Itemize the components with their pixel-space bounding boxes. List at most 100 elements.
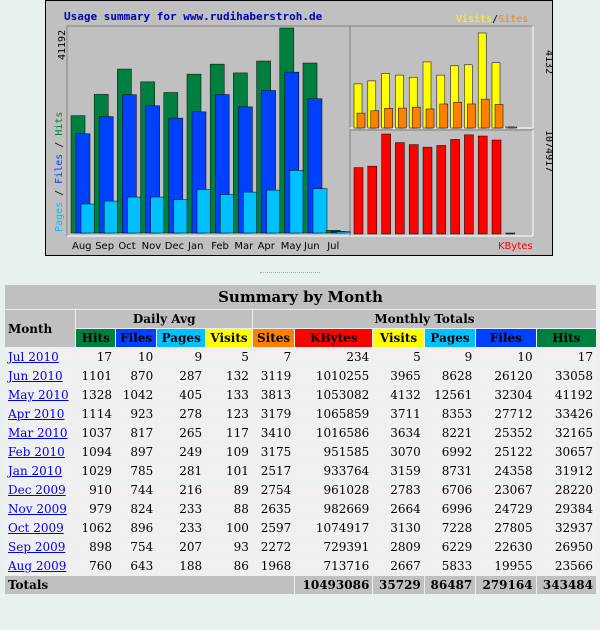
table-cell: 2809 bbox=[373, 538, 424, 556]
table-cell: 10 bbox=[116, 348, 157, 366]
table-cell: 3965 bbox=[373, 367, 424, 385]
table-cell: 3119 bbox=[252, 367, 295, 385]
table-cell: 933764 bbox=[295, 462, 373, 480]
bar-kbytes-jun bbox=[491, 139, 502, 235]
table-cell: 23067 bbox=[476, 481, 536, 499]
table-cell: 817 bbox=[116, 424, 157, 442]
table-cell: 31912 bbox=[536, 462, 596, 480]
table-cell: 19955 bbox=[476, 557, 536, 575]
table-cell: 961028 bbox=[295, 481, 373, 499]
month-link[interactable]: Jan 2010 bbox=[8, 464, 63, 478]
totals-label: Totals bbox=[5, 576, 295, 594]
table-cell: 923 bbox=[116, 405, 157, 423]
table-cell: 2667 bbox=[373, 557, 424, 575]
x-tick-dec: Dec bbox=[165, 241, 184, 252]
table-row: Aug 2009 760 643 188 86 1968 713716 2667 5833 199… bbox=[5, 557, 596, 575]
month-link[interactable]: May 2010 bbox=[8, 388, 69, 402]
table-cell: 207 bbox=[157, 538, 206, 556]
table-cell: 8221 bbox=[424, 424, 476, 442]
max-kbytes-label: 1074917 bbox=[543, 130, 553, 172]
bar-kbytes-jul bbox=[505, 232, 516, 235]
table-cell: 729391 bbox=[295, 538, 373, 556]
table-cell: 28220 bbox=[536, 481, 596, 499]
table-cell: 9 bbox=[157, 348, 206, 366]
table-cell: 6992 bbox=[424, 443, 476, 461]
x-tick-nov: Nov bbox=[142, 241, 162, 252]
x-tick-may: May bbox=[281, 241, 302, 252]
table-row: Nov 2009 979 824 233 88 2635 982669 2664 6996 247… bbox=[5, 500, 596, 518]
table-row: Apr 2010 1114 923 278 123 3179 1065859 3711 8353… bbox=[5, 405, 596, 423]
totals-cell: 86487 bbox=[424, 576, 476, 594]
table-cell: 896 bbox=[116, 519, 157, 537]
table-cell: 26120 bbox=[476, 367, 536, 385]
svg-text:Pages / Files / Hits: Pages / Files / Hits bbox=[54, 112, 65, 232]
table-cell: 32304 bbox=[476, 386, 536, 404]
table-cell: 6229 bbox=[424, 538, 476, 556]
table-cell: 249 bbox=[157, 443, 206, 461]
table-cell: 133 bbox=[206, 386, 252, 404]
graph-title: Usage summary for www.rudihaberstroh.de bbox=[64, 10, 323, 23]
table-cell: 754 bbox=[116, 538, 157, 556]
table-cell: 2754 bbox=[252, 481, 295, 499]
month-link[interactable]: Oct 2009 bbox=[8, 521, 64, 535]
totals-cell: 35729 bbox=[373, 576, 424, 594]
bar-pages-oct bbox=[127, 196, 142, 234]
x-tick-aug: Aug bbox=[72, 241, 92, 252]
table-cell: 5 bbox=[373, 348, 424, 366]
table-cell: 7 bbox=[252, 348, 295, 366]
table-cell: 5 bbox=[206, 348, 252, 366]
month-link[interactable]: Aug 2009 bbox=[8, 559, 67, 573]
table-cell: 785 bbox=[116, 462, 157, 480]
table-cell: 744 bbox=[116, 481, 157, 499]
table-cell: 8353 bbox=[424, 405, 476, 423]
month-link[interactable]: Mar 2010 bbox=[8, 426, 68, 440]
table-cell: 24729 bbox=[476, 500, 536, 518]
table-cell: 287 bbox=[157, 367, 206, 385]
month-link[interactable]: Feb 2010 bbox=[8, 445, 65, 459]
table-cell: 29384 bbox=[536, 500, 596, 518]
bar-sites-mar bbox=[453, 101, 462, 129]
table-cell: 1053082 bbox=[295, 386, 373, 404]
bar-sites-jun bbox=[494, 104, 504, 129]
table-cell: 281 bbox=[157, 462, 206, 480]
table-cell: 89 bbox=[206, 481, 252, 499]
table-cell: 951585 bbox=[295, 443, 373, 461]
table-cell: 4132 bbox=[373, 386, 424, 404]
table-row: Sep 2009 898 754 207 93 2272 729391 2809 6229 226… bbox=[5, 538, 596, 556]
bar-pages-dec bbox=[173, 199, 189, 234]
table-cell: 234 bbox=[295, 348, 373, 366]
table-cell: 17 bbox=[536, 348, 596, 366]
table-row: Jan 2010 1029 785 281 101 2517 933764 3159 8731 2… bbox=[5, 462, 596, 480]
table-row: Feb 2010 1094 897 249 109 3175 951585 3070 6992 2… bbox=[5, 443, 596, 461]
month-link[interactable]: Jul 2010 bbox=[8, 350, 59, 364]
table-cell: 3070 bbox=[373, 443, 424, 461]
month-link[interactable]: Nov 2009 bbox=[8, 502, 67, 516]
table-cell: 910 bbox=[76, 481, 116, 499]
bar-pages-may bbox=[289, 170, 305, 234]
table-cell: 3130 bbox=[373, 519, 424, 537]
summary-table: Summary by Month Month Daily Avg Monthly… bbox=[4, 284, 597, 595]
daily-hits-header: Hits bbox=[76, 329, 116, 347]
month-link[interactable]: Dec 2009 bbox=[8, 483, 66, 497]
table-cell: 3159 bbox=[373, 462, 424, 480]
bar-sites-jul bbox=[508, 126, 518, 129]
table-cell: 2635 bbox=[252, 500, 295, 518]
table-cell: 1062 bbox=[76, 519, 116, 537]
monthly-totals-header: Monthly Totals bbox=[252, 310, 596, 328]
table-cell: 117 bbox=[206, 424, 252, 442]
month-link[interactable]: Jun 2010 bbox=[8, 369, 63, 383]
daily-files-header: Files bbox=[116, 329, 157, 347]
table-cell: 12561 bbox=[424, 386, 476, 404]
table-cell: 100 bbox=[206, 519, 252, 537]
month-link[interactable]: Sep 2009 bbox=[8, 540, 66, 554]
month-link[interactable]: Apr 2010 bbox=[8, 407, 65, 421]
table-cell: 713716 bbox=[295, 557, 373, 575]
bar-pages-jan bbox=[196, 189, 212, 234]
bar-kbytes-aug bbox=[353, 167, 364, 235]
table-cell: 1042 bbox=[116, 386, 157, 404]
table-cell: 132 bbox=[206, 367, 252, 385]
table-cell: 109 bbox=[206, 443, 252, 461]
table-cell: 5833 bbox=[424, 557, 476, 575]
svg-text:Visits/Sites: Visits/Sites bbox=[456, 14, 528, 25]
monthly-hits-header: Hits bbox=[536, 329, 596, 347]
